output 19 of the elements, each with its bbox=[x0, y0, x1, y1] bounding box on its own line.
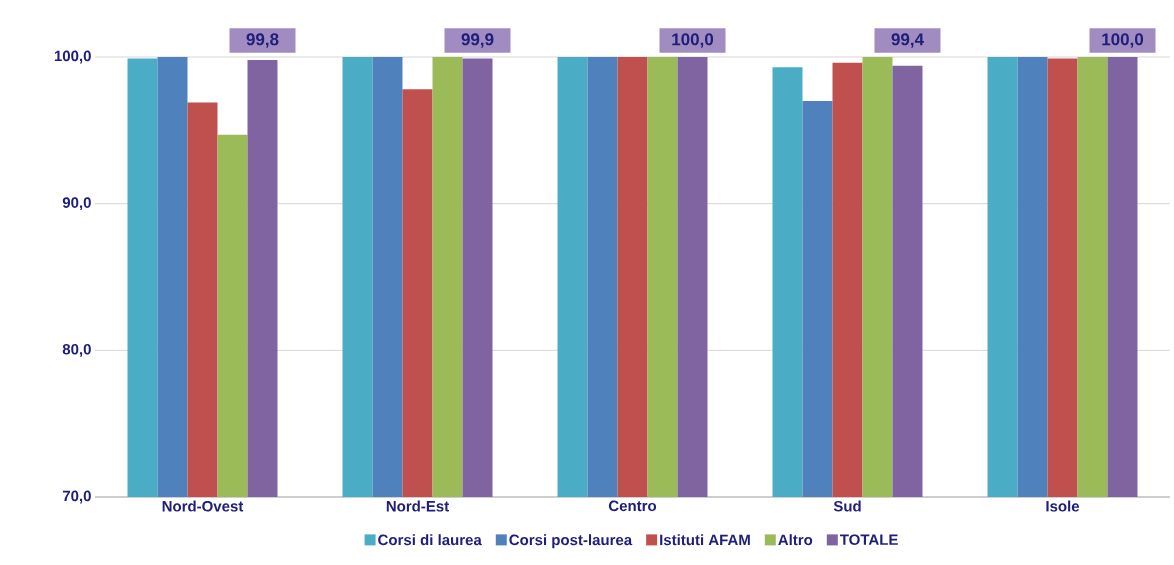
y-tick-label: 70,0 bbox=[62, 490, 91, 504]
x-tick-label: Isole bbox=[1046, 500, 1080, 512]
data-label: 99,9 bbox=[461, 33, 494, 48]
legend-label: Corsi post-laurea bbox=[509, 534, 633, 549]
y-tick-label: 80,0 bbox=[62, 343, 91, 357]
x-tick-label: Sud bbox=[833, 500, 861, 512]
y-tick-label: 100,0 bbox=[54, 50, 91, 64]
data-label: 100,0 bbox=[1102, 33, 1144, 48]
x-tick-label: Nord-Ovest bbox=[162, 500, 244, 512]
data-label: 99,4 bbox=[891, 33, 924, 48]
x-tick-label: Centro bbox=[608, 500, 657, 512]
data-label: 100,0 bbox=[672, 33, 714, 48]
legend-label: TOTALE bbox=[839, 534, 898, 546]
x-tick-label: Nord-Est bbox=[386, 500, 449, 512]
legend-label: Corsi di laurea bbox=[378, 534, 482, 546]
y-tick-label: 90,0 bbox=[62, 197, 91, 211]
data-label: 99,8 bbox=[246, 33, 279, 48]
legend-label: Istituti AFAM bbox=[660, 534, 750, 546]
legend-label: Altro bbox=[778, 534, 813, 546]
